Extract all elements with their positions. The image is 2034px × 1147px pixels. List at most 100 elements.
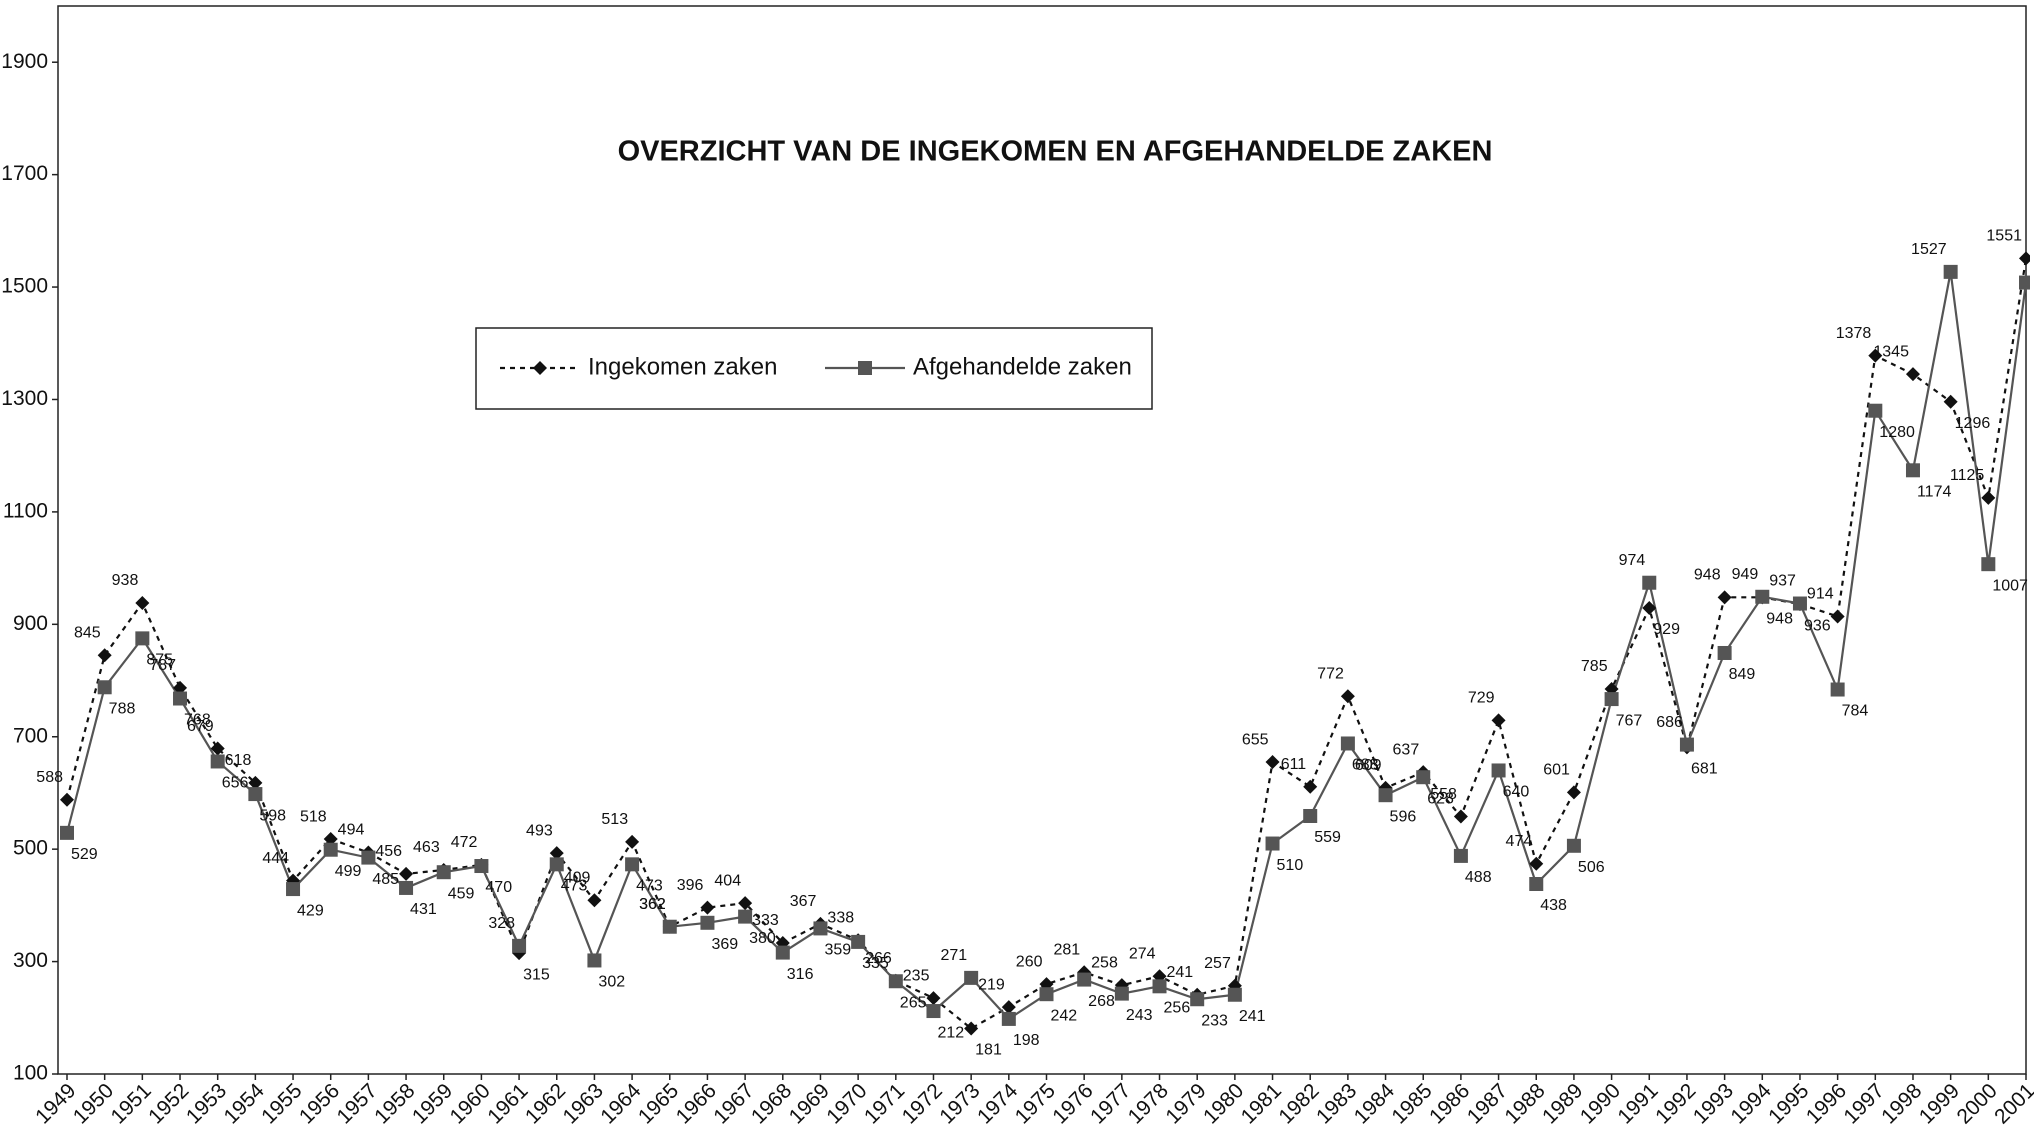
data-label: 241 bbox=[1239, 1008, 1266, 1025]
data-label: 787 bbox=[149, 657, 176, 674]
marker bbox=[549, 846, 564, 861]
marker bbox=[1642, 575, 1657, 590]
y-tick-label: 500 bbox=[13, 837, 48, 860]
data-label: 198 bbox=[1013, 1032, 1040, 1049]
marker bbox=[775, 945, 790, 960]
data-label: 473 bbox=[636, 878, 663, 895]
marker bbox=[1190, 992, 1205, 1007]
marker bbox=[1303, 779, 1318, 794]
x-tick-label: 1955 bbox=[257, 1079, 306, 1128]
marker bbox=[1152, 979, 1167, 994]
y-tick-label: 1300 bbox=[1, 387, 48, 410]
data-label: 686 bbox=[1656, 714, 1683, 731]
marker bbox=[964, 970, 979, 985]
data-label: 875 bbox=[146, 652, 173, 669]
x-tick-label: 1964 bbox=[596, 1079, 646, 1129]
marker bbox=[1340, 736, 1355, 751]
data-label: 937 bbox=[1769, 573, 1796, 590]
marker bbox=[286, 882, 301, 897]
x-tick-label: 2000 bbox=[1952, 1079, 2001, 1128]
data-label: 243 bbox=[1126, 1007, 1153, 1024]
y-tick-label: 300 bbox=[13, 949, 48, 972]
x-tick-label: 1972 bbox=[898, 1079, 947, 1128]
x-tick-label: 1997 bbox=[1839, 1079, 1888, 1128]
x-tick-label: 1957 bbox=[333, 1079, 382, 1128]
marker bbox=[210, 741, 225, 756]
x-tick-label: 1987 bbox=[1463, 1079, 1512, 1128]
marker bbox=[533, 361, 547, 375]
marker bbox=[1265, 836, 1280, 851]
marker bbox=[926, 1004, 941, 1019]
series-line bbox=[65, 258, 2028, 1030]
marker bbox=[587, 893, 602, 908]
y-tick-label: 900 bbox=[13, 612, 48, 635]
data-label: 938 bbox=[112, 572, 139, 589]
data-label: 456 bbox=[375, 843, 402, 860]
data-label: 679 bbox=[187, 718, 214, 735]
data-label: 845 bbox=[74, 624, 101, 641]
marker bbox=[625, 857, 640, 872]
data-label: 268 bbox=[1088, 993, 1115, 1010]
marker bbox=[135, 631, 150, 646]
data-label: 611 bbox=[1281, 756, 1307, 773]
marker bbox=[1265, 755, 1280, 770]
data-label: 233 bbox=[1201, 1012, 1228, 1029]
marker bbox=[1001, 1000, 1016, 1015]
data-label: 1551 bbox=[1986, 228, 2022, 245]
plot-area: 588 845 938 787 679 618 444 518 494 456 463 472 315 4… bbox=[36, 228, 2034, 1059]
data-label: 316 bbox=[787, 966, 814, 983]
x-tick-label: 1975 bbox=[1011, 1079, 1060, 1128]
data-label: 1508 bbox=[2030, 296, 2034, 313]
x-tick-label: 1954 bbox=[220, 1079, 270, 1129]
x-tick-label: 1984 bbox=[1350, 1079, 1400, 1129]
data-label: 429 bbox=[297, 902, 324, 919]
x-tick-label: 1966 bbox=[672, 1079, 721, 1128]
data-label: 463 bbox=[413, 839, 440, 856]
marker bbox=[1943, 264, 1958, 279]
data-label: 212 bbox=[937, 1024, 964, 1041]
x-tick-label: 1956 bbox=[295, 1079, 344, 1128]
x-tick-label: 1977 bbox=[1086, 1079, 1135, 1128]
data-label: 499 bbox=[335, 863, 362, 880]
data-label: 256 bbox=[1164, 1000, 1191, 1017]
marker bbox=[813, 921, 828, 936]
x-tick-label: 1960 bbox=[446, 1079, 495, 1128]
data-label: 281 bbox=[1053, 941, 1080, 958]
marker bbox=[1227, 987, 1242, 1002]
marker bbox=[587, 953, 602, 968]
data-label: 1527 bbox=[1911, 241, 1947, 258]
marker bbox=[1491, 713, 1506, 728]
data-label: 302 bbox=[598, 974, 625, 991]
marker bbox=[549, 857, 564, 872]
marker bbox=[1679, 737, 1694, 752]
x-tick-label: 2001 bbox=[1990, 1079, 2034, 1128]
marker bbox=[2019, 275, 2030, 290]
legend-label: Ingekomen zaken bbox=[588, 353, 777, 380]
x-tick-label: 1953 bbox=[182, 1079, 231, 1128]
data-label: 772 bbox=[1317, 665, 1344, 682]
data-label: 494 bbox=[338, 822, 365, 839]
marker bbox=[1529, 856, 1544, 871]
data-label: 628 bbox=[1427, 790, 1454, 807]
marker bbox=[858, 361, 872, 375]
data-label: 513 bbox=[601, 811, 628, 828]
marker bbox=[1717, 645, 1732, 660]
data-label: 181 bbox=[975, 1042, 1002, 1059]
x-tick-label: 1996 bbox=[1802, 1079, 1851, 1128]
data-label: 338 bbox=[827, 909, 854, 926]
x-tick-label: 1967 bbox=[709, 1079, 758, 1128]
x-tick-label: 1988 bbox=[1500, 1079, 1549, 1128]
data-label: 473 bbox=[561, 878, 588, 895]
data-label: 315 bbox=[523, 966, 550, 983]
data-label: 506 bbox=[1578, 859, 1605, 876]
marker bbox=[1981, 490, 1996, 505]
x-tick-label: 1962 bbox=[521, 1079, 570, 1128]
marker bbox=[512, 938, 527, 953]
x-tick-label: 1961 bbox=[483, 1079, 532, 1128]
x-tick-label: 1951 bbox=[107, 1079, 156, 1128]
data-label: 588 bbox=[36, 769, 63, 786]
data-label: 601 bbox=[1543, 762, 1570, 779]
data-label: 974 bbox=[1619, 552, 1646, 569]
data-label: 656 bbox=[222, 775, 249, 792]
y-tick-label: 1700 bbox=[1, 162, 48, 185]
